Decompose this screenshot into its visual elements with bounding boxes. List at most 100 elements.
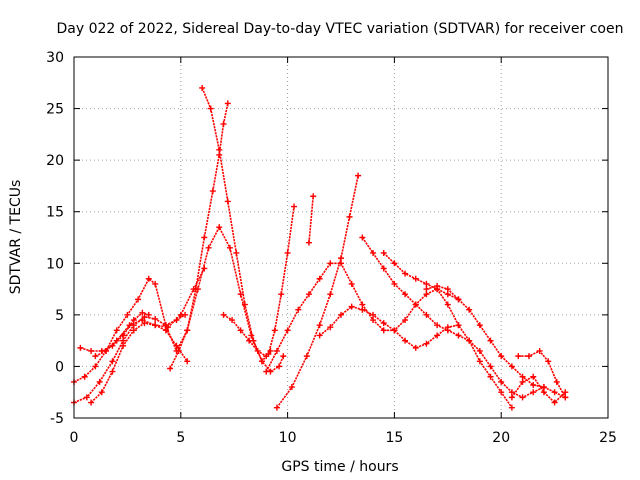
data-point-marker xyxy=(254,347,261,354)
data-point-marker xyxy=(310,193,317,200)
data-point-marker xyxy=(126,322,133,329)
data-point-marker xyxy=(273,347,280,354)
series-sat-i xyxy=(265,203,298,358)
data-point-marker xyxy=(540,384,547,391)
data-point-marker xyxy=(402,337,409,344)
data-point-marker xyxy=(391,327,398,334)
data-point-marker xyxy=(130,327,137,334)
data-point-marker xyxy=(88,399,95,406)
data-point-marker xyxy=(305,239,312,246)
data-point-marker xyxy=(77,344,84,351)
series-sat-d xyxy=(88,320,191,406)
data-point-marker xyxy=(145,275,152,282)
data-point-marker xyxy=(498,353,505,360)
data-point-marker xyxy=(562,394,569,401)
series-sat-p xyxy=(423,282,547,391)
series-trace xyxy=(361,237,566,399)
grid xyxy=(74,57,608,418)
data-point-marker xyxy=(476,322,483,329)
data-point-marker xyxy=(164,324,171,331)
data-point-marker xyxy=(519,394,526,401)
series-trace xyxy=(169,103,229,369)
data-point-marker xyxy=(295,306,302,313)
data-point-marker xyxy=(207,105,214,112)
data-point-marker xyxy=(276,363,283,370)
data-point-marker xyxy=(498,389,505,396)
data-point-marker xyxy=(139,309,146,316)
data-point-marker xyxy=(423,311,430,318)
y-tick-label: 30 xyxy=(46,50,64,66)
data-point-marker xyxy=(434,332,441,339)
series-sat-r xyxy=(508,373,569,406)
data-point-marker xyxy=(444,291,451,298)
data-point-marker xyxy=(201,265,208,272)
series-sat-q xyxy=(515,347,569,401)
data-point-marker xyxy=(113,337,120,344)
data-point-marker xyxy=(141,313,148,320)
data-point-marker xyxy=(201,234,208,241)
data-point-marker xyxy=(152,280,159,287)
series-trace xyxy=(265,262,459,372)
data-point-marker xyxy=(288,384,295,391)
data-point-marker xyxy=(519,373,526,380)
data-point-marker xyxy=(258,358,265,365)
data-point-marker xyxy=(455,332,462,339)
series-trace xyxy=(73,225,272,383)
data-point-marker xyxy=(540,389,547,396)
data-point-marker xyxy=(551,389,558,396)
data-point-marker xyxy=(545,358,552,365)
data-point-marker xyxy=(380,249,387,256)
data-point-marker xyxy=(530,373,537,380)
data-point-marker xyxy=(284,327,291,334)
data-point-marker xyxy=(305,291,312,298)
data-point-marker xyxy=(370,249,377,256)
data-point-marker xyxy=(224,198,231,205)
data-point-marker xyxy=(476,347,483,354)
data-point-marker xyxy=(402,291,409,298)
axis-ticks: 0 5 10 15 20 25 -5 0 5 10 15 20 25 30 xyxy=(46,50,617,446)
data-point-marker xyxy=(216,224,223,231)
data-point-marker xyxy=(130,317,137,324)
series-trace xyxy=(276,175,359,409)
data-point-marker xyxy=(359,306,366,313)
data-point-marker xyxy=(412,275,419,282)
data-point-marker xyxy=(327,324,334,331)
data-point-marker xyxy=(562,389,569,396)
data-point-marker xyxy=(316,322,323,329)
data-point-marker xyxy=(391,280,398,287)
series-sat-k xyxy=(263,260,462,375)
data-point-marker xyxy=(316,332,323,339)
data-point-marker xyxy=(98,389,105,396)
series-trace xyxy=(223,314,267,357)
series-trace xyxy=(518,350,566,398)
data-point-marker xyxy=(444,286,451,293)
data-point-marker xyxy=(220,121,227,128)
data-point-marker xyxy=(226,244,233,251)
series-sat-g xyxy=(199,84,287,375)
x-tick-label: 25 xyxy=(599,430,617,446)
series-sat-o xyxy=(380,249,515,411)
data-point-marker xyxy=(273,404,280,411)
data-point-marker xyxy=(192,286,199,293)
data-point-marker xyxy=(551,399,558,406)
data-point-marker xyxy=(348,280,355,287)
y-tick-label: 15 xyxy=(46,205,64,221)
data-point-marker xyxy=(412,301,419,308)
data-point-marker xyxy=(391,260,398,267)
data-point-marker xyxy=(519,378,526,385)
data-point-marker xyxy=(237,291,244,298)
data-point-marker xyxy=(380,265,387,272)
data-point-marker xyxy=(209,188,216,195)
series-trace xyxy=(319,305,459,349)
series-sat-a xyxy=(71,224,274,385)
data-point-marker xyxy=(303,353,310,360)
data-point-marker xyxy=(536,347,543,354)
data-point-marker xyxy=(508,389,515,396)
data-point-marker xyxy=(92,363,99,370)
data-point-marker xyxy=(291,203,298,210)
data-point-marker xyxy=(498,378,505,385)
x-tick-label: 0 xyxy=(70,430,79,446)
data-point-marker xyxy=(338,260,344,267)
data-point-marker xyxy=(175,347,182,354)
data-point-marker xyxy=(96,378,103,385)
